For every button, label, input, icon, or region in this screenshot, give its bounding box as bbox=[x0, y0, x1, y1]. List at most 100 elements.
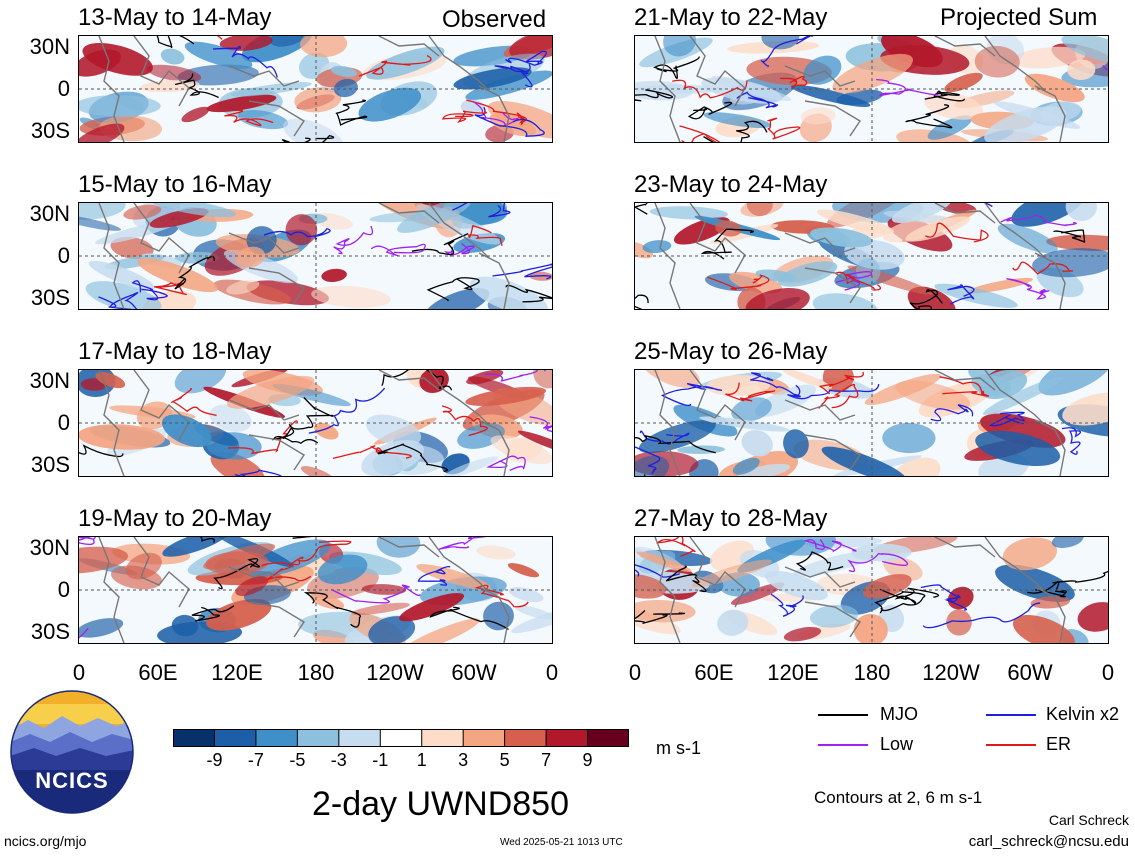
contour-line bbox=[924, 90, 965, 102]
anomaly-shading bbox=[810, 227, 873, 248]
lat-label-30s: 30S bbox=[30, 118, 70, 143]
coastline bbox=[378, 370, 440, 391]
anomaly-shading bbox=[731, 582, 785, 605]
contour-line bbox=[212, 45, 278, 78]
lon-label: 0 bbox=[545, 660, 559, 685]
contour-line bbox=[438, 537, 487, 550]
contour-line bbox=[381, 370, 453, 391]
anomaly-shading bbox=[300, 36, 348, 58]
anomaly-shading bbox=[635, 599, 696, 623]
anomaly-shading bbox=[745, 287, 810, 309]
lon-label: 120E bbox=[211, 660, 263, 685]
contour-line bbox=[156, 36, 195, 49]
coastline bbox=[804, 100, 861, 137]
contour-line bbox=[289, 540, 352, 566]
contour-line bbox=[819, 371, 864, 395]
anomaly-shading bbox=[800, 107, 836, 125]
contour-line bbox=[308, 387, 386, 434]
anomaly-shading bbox=[1030, 595, 1071, 609]
map-panel-left-4 bbox=[78, 536, 553, 644]
anomaly-shading bbox=[235, 246, 266, 268]
contour-line bbox=[988, 411, 1025, 427]
anomaly-shading bbox=[515, 605, 552, 620]
ncics-logo[interactable]: NCICS bbox=[10, 690, 134, 814]
panel-title-left-4: 19-May to 20-May bbox=[78, 505, 272, 532]
wind-anomaly-field bbox=[79, 370, 552, 476]
coastline bbox=[228, 65, 300, 87]
contour-line bbox=[441, 110, 488, 123]
anomaly-shading bbox=[476, 545, 516, 560]
footer-link[interactable]: ncics.org/mjo bbox=[4, 833, 87, 849]
wind-anomaly-field bbox=[79, 203, 552, 309]
contour-line bbox=[922, 602, 1041, 629]
footer-email[interactable]: carl_schreck@ncsu.edu bbox=[968, 833, 1129, 850]
coastline bbox=[984, 537, 1046, 593]
anomaly-shading bbox=[248, 539, 331, 577]
coastline bbox=[378, 203, 440, 224]
anomaly-shading bbox=[79, 618, 124, 638]
anomaly-shading bbox=[691, 559, 772, 587]
anomaly-shading bbox=[883, 210, 956, 224]
contour-line bbox=[1000, 214, 1077, 227]
anomaly-shading bbox=[1012, 614, 1075, 643]
anomaly-shading bbox=[146, 64, 202, 82]
coastline bbox=[228, 566, 300, 588]
anomaly-shading bbox=[209, 404, 252, 432]
anomaly-shading bbox=[79, 203, 126, 220]
anomaly-shading bbox=[269, 36, 309, 47]
anomaly-shading bbox=[317, 554, 368, 585]
lat-label-0: 0 bbox=[57, 410, 70, 435]
contour-line bbox=[335, 99, 368, 126]
coastline bbox=[133, 370, 190, 441]
contour-line bbox=[79, 444, 124, 458]
anomaly-shading bbox=[487, 101, 552, 139]
coastline bbox=[478, 419, 510, 476]
anomaly-shading bbox=[399, 618, 480, 643]
anomaly-shading bbox=[982, 376, 1063, 415]
anomaly-shading bbox=[443, 456, 499, 476]
panel-title-left-1: 13-May to 14-May bbox=[78, 4, 272, 31]
anomaly-shading bbox=[907, 286, 956, 309]
contour-line bbox=[170, 388, 217, 416]
anomaly-shading bbox=[453, 67, 532, 90]
contour-line bbox=[98, 291, 139, 309]
contour-line bbox=[905, 104, 953, 129]
anomaly-shading bbox=[946, 609, 972, 636]
colorbar-units: m s-1 bbox=[656, 738, 701, 758]
coastline bbox=[689, 36, 746, 107]
anomaly-shading bbox=[732, 457, 760, 475]
coastline bbox=[984, 203, 1046, 259]
coastline bbox=[478, 252, 510, 309]
contour-line bbox=[760, 36, 814, 67]
anomaly-shading bbox=[137, 258, 218, 293]
lon-label: 0 bbox=[628, 660, 642, 685]
anomaly-shading bbox=[778, 261, 838, 287]
contour-line bbox=[271, 427, 319, 445]
contour-line bbox=[909, 289, 943, 309]
anomaly-shading bbox=[470, 276, 548, 309]
contour-line bbox=[494, 63, 533, 88]
anomaly-shading bbox=[905, 216, 971, 242]
lat-label-30s: 30S bbox=[30, 452, 70, 477]
anomaly-shading bbox=[95, 372, 126, 389]
contour-line bbox=[635, 564, 681, 578]
anomaly-shading bbox=[285, 214, 318, 246]
anomaly-shading bbox=[79, 215, 121, 231]
anomaly-shading bbox=[924, 92, 984, 120]
contour-line bbox=[213, 558, 261, 590]
anomaly-shading bbox=[1062, 392, 1108, 426]
contour-line bbox=[292, 537, 313, 539]
contour-line bbox=[466, 99, 527, 126]
map-panel-left-3 bbox=[78, 369, 553, 477]
anomaly-shading bbox=[465, 386, 547, 406]
coastline bbox=[478, 85, 510, 142]
contour-line bbox=[451, 203, 511, 218]
colorbar-tick-label: -9 bbox=[206, 750, 223, 770]
anomaly-shading bbox=[862, 574, 912, 599]
coastline bbox=[934, 537, 996, 558]
anomaly-shading bbox=[890, 457, 941, 476]
anomaly-shading bbox=[123, 204, 162, 220]
coastline bbox=[228, 399, 300, 421]
anomaly-shading bbox=[79, 49, 122, 77]
contour-line bbox=[486, 455, 526, 471]
